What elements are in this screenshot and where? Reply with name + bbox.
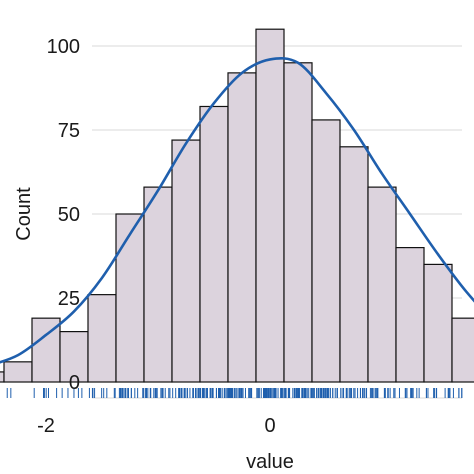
x-tick-label--2: -2 — [37, 415, 55, 437]
histogram-bar — [115, 213, 145, 383]
rug-marks — [6, 388, 463, 398]
y-axis-label: Count — [13, 187, 35, 241]
histogram-bars — [0, 28, 474, 383]
density-curve — [0, 56, 474, 364]
histogram-bar — [255, 28, 285, 383]
x-tick-labels: -202 — [37, 415, 275, 437]
y-tick-label-25: 25 — [58, 288, 80, 310]
histogram-bar — [87, 294, 117, 383]
histogram-bar — [311, 119, 341, 383]
histogram-bar — [367, 186, 397, 383]
histogram-bar — [339, 146, 369, 383]
histogram-bar — [143, 186, 173, 383]
histogram-bar — [395, 247, 425, 383]
x-axis-label: value — [246, 451, 294, 473]
histogram-bar — [171, 139, 201, 383]
x-tick-label-0: 0 — [264, 415, 275, 437]
y-tick-label-75: 75 — [58, 120, 80, 142]
histogram-bar — [3, 361, 33, 383]
y-tick-labels: 0 25 50 75 100 — [47, 36, 80, 394]
histogram-bar — [451, 317, 474, 383]
density-curve-group — [0, 56, 474, 364]
histogram-bar — [283, 62, 313, 383]
y-tick-label-100: 100 — [47, 36, 80, 58]
y-tick-label-50: 50 — [58, 204, 80, 226]
histogram-bar — [423, 263, 453, 383]
histogram-bar — [227, 72, 257, 383]
histogram-bar — [199, 105, 229, 383]
y-tick-label-0: 0 — [69, 372, 80, 394]
